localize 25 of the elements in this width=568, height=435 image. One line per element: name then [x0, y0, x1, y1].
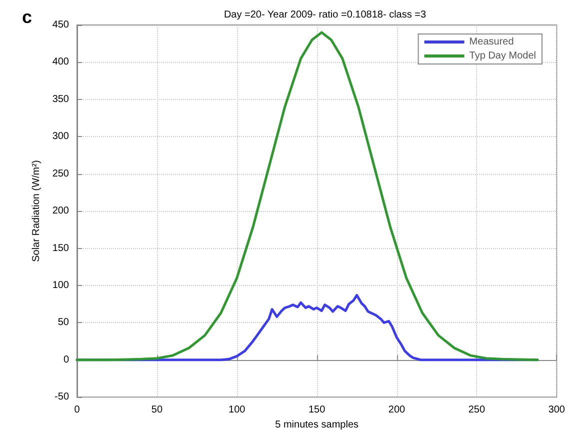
x-tick-label: 200 [388, 404, 406, 416]
x-tick-label: 150 [308, 404, 326, 416]
y-tick-label: 200 [52, 206, 70, 217]
x-axis-title: 5 minutes samples [275, 420, 359, 430]
y-tick-label: 0 [63, 354, 70, 366]
x-tick-label: 0 [74, 404, 80, 416]
line-series [76, 31, 539, 362]
y-axis-title: Solar Radiation (W/m²) [30, 160, 42, 262]
y-tick-label: 150 [52, 242, 70, 254]
y-tick-label: 50 [58, 317, 70, 328]
y-tick-label: 350 [52, 94, 70, 105]
y-tick-label: -50 [54, 392, 70, 403]
y-tick-label: 450 [52, 20, 70, 30]
x-tick-label: 300 [548, 404, 566, 416]
y-tick-label: 100 [52, 280, 70, 291]
y-tick-label: 300 [52, 131, 70, 142]
x-tick-label: 250 [468, 404, 486, 416]
y-tick-label: 400 [52, 56, 70, 68]
x-tick-label: 50 [151, 404, 163, 416]
y-tick-label: 250 [52, 168, 70, 180]
chart-title: Day =20- Year 2009- ratio =0.10818- class =3 [224, 10, 426, 20]
legend-label: Typ Day Model [469, 50, 536, 62]
text: c [22, 7, 32, 27]
legend-label: Measured [469, 36, 514, 48]
x-tick-label: 100 [228, 404, 246, 416]
